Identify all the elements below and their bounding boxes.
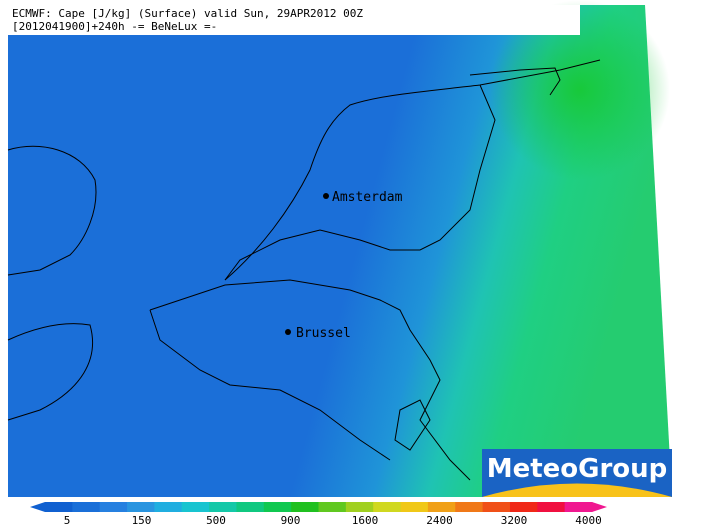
colorbar-label: 500: [206, 514, 226, 526]
colorbar-label: 900: [281, 514, 301, 526]
colorbar-segment: [400, 502, 429, 512]
colorbar-segment: [45, 502, 73, 512]
colorbar-segment: [209, 502, 237, 512]
colorbar-segment: [99, 502, 128, 512]
logo: MeteoGroup: [482, 449, 672, 497]
city-dot: [323, 193, 329, 199]
colorbar-label: 3200: [501, 514, 528, 526]
colorbar-label: 2400: [426, 514, 453, 526]
colorbar-label: 5: [64, 514, 71, 526]
colorbar-arrow: [30, 502, 45, 512]
colorbar-label: 4000: [575, 514, 602, 526]
colorbar-segment: [291, 502, 319, 512]
colorbar-segment: [455, 502, 484, 512]
logo-text: MeteoGroup: [487, 454, 668, 484]
cape-high: [490, 0, 670, 180]
header-line: ECMWF: Cape [J/kg] (Surface) valid Sun, …: [12, 7, 363, 20]
colorbar-segment: [181, 502, 210, 512]
colorbar-segment: [318, 502, 347, 512]
colorbar-segment: [564, 502, 593, 512]
colorbar-arrow: [592, 502, 607, 512]
colorbar-segment: [236, 502, 265, 512]
colorbar-segment: [427, 502, 456, 512]
header-box: [8, 5, 580, 35]
colorbar-segment: [482, 502, 511, 512]
colorbar-label: 1600: [352, 514, 379, 526]
coastlines: [7, 59, 601, 481]
colorbar-segment: [537, 502, 566, 512]
colorbar-segment: [154, 502, 183, 512]
colorbar-segment: [373, 502, 402, 512]
city-label: Amsterdam: [332, 190, 403, 205]
city-label: Brussel: [296, 326, 351, 341]
colorbar-segment: [263, 502, 292, 512]
header-line: [2012041900]+240h -= BeNeLux =-: [12, 20, 217, 33]
colorbar-label: 150: [132, 514, 152, 526]
colorbar-segment: [72, 502, 101, 512]
colorbar-segment: [345, 502, 374, 512]
city-dot: [285, 329, 291, 335]
colorbar-segment: [509, 502, 538, 512]
colorbar-segment: [127, 502, 155, 512]
